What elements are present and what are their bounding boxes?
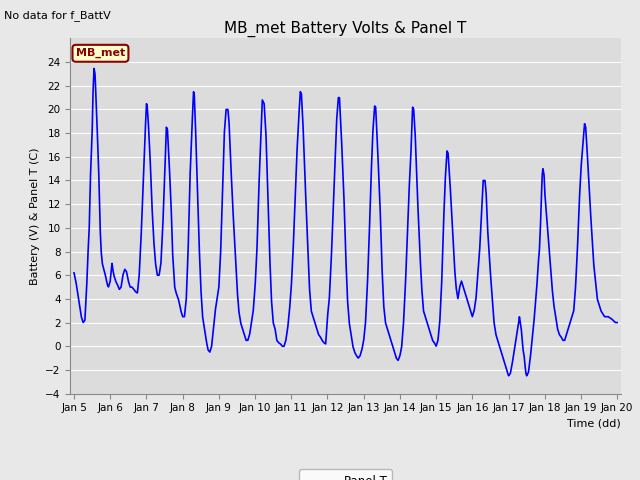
- Legend: Panel T: Panel T: [299, 469, 392, 480]
- Title: MB_met Battery Volts & Panel T: MB_met Battery Volts & Panel T: [225, 21, 467, 37]
- X-axis label: Time (dd): Time (dd): [567, 419, 621, 429]
- Text: MB_met: MB_met: [76, 48, 125, 59]
- Text: No data for f_BattV: No data for f_BattV: [4, 10, 111, 21]
- Y-axis label: Battery (V) & Panel T (C): Battery (V) & Panel T (C): [29, 147, 40, 285]
